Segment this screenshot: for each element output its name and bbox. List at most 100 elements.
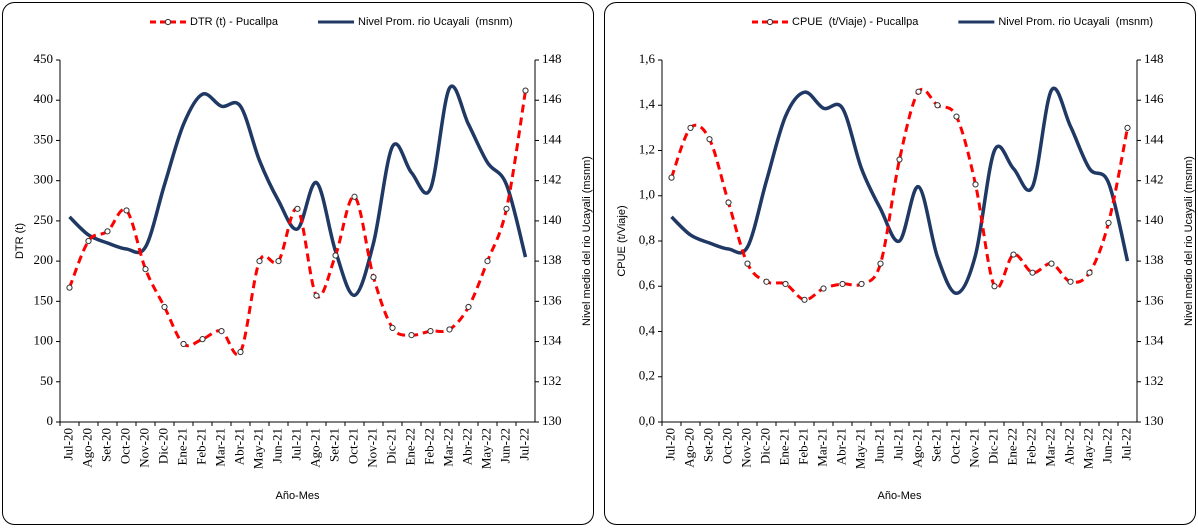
y-tick-label: 150 [34,292,54,307]
x-tick-label: Abr-22 [1061,428,1076,465]
panel-frame [604,2,1196,525]
legend-marker [164,18,172,26]
legend-label: Nivel Prom. rio Ucayali (msnm) [998,16,1153,28]
y2-tick-label: 134 [1144,333,1164,348]
y2-tick-label: 144 [1144,131,1164,146]
x-tick-label: Feb-22 [1023,428,1038,465]
legend-label: CPUE (t/Viaje) - Pucallpa [792,16,919,28]
y-tick-label: 350 [34,131,54,146]
point-marker [820,285,827,292]
point-marker [161,303,168,311]
y2-tick-label: 148 [1144,51,1164,66]
panel-frame [2,2,594,525]
x-tick-label: May-22 [1080,428,1095,469]
x-tick-label: Jun-22 [1099,428,1114,463]
y-tick-label: 300 [34,172,54,187]
point-marker [953,113,960,120]
x-tick-label: Oct-20 [719,428,734,464]
point-marker [763,278,770,285]
point-marker [142,266,149,273]
x-tick-label: Ago-20 [79,428,94,468]
x-tick-label: Mar-21 [212,428,227,467]
point-marker [123,207,130,214]
x-tick-label: Feb-21 [193,428,208,465]
point-marker [180,340,187,348]
point-marker [199,336,206,343]
x-tick-label: May-22 [478,428,493,469]
y2-tick-label: 136 [542,292,562,307]
x-tick-label: Ago-21 [909,428,924,468]
y2-tick-label: 138 [1144,252,1164,267]
x-tick-label: Ene-22 [402,428,417,466]
x-tick-label: Dic-21 [985,428,1000,464]
x-tick-label: Set-20 [700,428,715,462]
point-marker [896,156,903,163]
y-tick-label: 0,6 [639,277,656,292]
y-axis-label: DTR (t) [14,223,26,259]
point-marker [839,280,846,288]
point-marker [801,296,808,303]
point-marker [237,348,244,356]
point-marker [1048,260,1055,267]
point-marker [503,205,510,212]
series-line [670,86,1130,296]
point-marker [427,327,434,335]
y2-tick-label: 134 [542,333,562,348]
x-tick-label: Dic-20 [155,428,170,464]
y2-tick-label: 130 [1144,413,1164,428]
x-tick-label: Set-21 [928,428,943,462]
point-marker [858,280,865,288]
point-marker [744,260,751,267]
y2-axis-label: Nivel medio del rio Ucayali (msnm) [581,156,593,326]
y2-tick-label: 136 [1144,292,1164,307]
y-tick-label: 0,8 [639,232,655,247]
x-tick-label: Nov-20 [136,428,151,468]
y-tick-label: 1,4 [639,96,656,111]
y2-tick-label: 142 [1144,172,1164,187]
point-marker [408,332,415,339]
x-tick-label: Nov-20 [738,428,753,468]
y2-axis-label: Nivel medio del rio Ucayali (msnm) [1183,156,1195,326]
x-tick-label: Dic-21 [383,428,398,464]
x-axis-label: Año-Mes [275,490,320,502]
x-tick-label: Jun-22 [497,428,512,463]
point-marker [332,252,339,259]
point-marker [218,327,225,335]
x-axis-label: Año-Mes [877,490,922,502]
point-marker [972,181,979,188]
x-tick-label: Mar-21 [814,428,829,467]
x-tick-label: Ene-21 [174,428,189,466]
point-marker [522,87,529,94]
x-tick-label: Ene-22 [1004,428,1019,466]
point-marker [782,280,789,288]
point-marker [991,283,998,290]
y-tick-label: 0,4 [639,322,656,337]
x-tick-label: Oct-20 [117,428,132,464]
y2-tick-label: 146 [1144,91,1164,106]
y2-tick-label: 130 [542,413,562,428]
y2-tick-label: 132 [1144,373,1164,388]
point-marker [465,303,472,311]
x-tick-label: Jun-21 [269,428,284,463]
x-tick-label: Jul-21 [288,428,303,461]
point-marker [351,193,358,200]
x-tick-label: Dic-20 [757,428,772,464]
x-tick-label: Oct-21 [947,428,962,464]
y-tick-label: 0 [47,413,54,428]
x-tick-label: Abr-21 [833,428,848,465]
x-tick-label: Ago-20 [681,428,696,468]
y2-tick-label: 132 [542,373,562,388]
x-tick-label: Ago-21 [307,428,322,468]
point-marker [1124,124,1131,131]
point-marker [104,228,111,235]
y2-tick-label: 138 [542,252,562,267]
point-marker [313,292,320,299]
x-tick-label: Set-20 [98,428,113,462]
point-marker [85,237,92,245]
x-tick-label: Jul-22 [1118,428,1133,461]
point-marker [275,258,282,265]
point-marker [1029,269,1036,276]
x-tick-label: Mar-22 [440,428,455,467]
x-tick-label: Jul-20 [662,428,677,461]
